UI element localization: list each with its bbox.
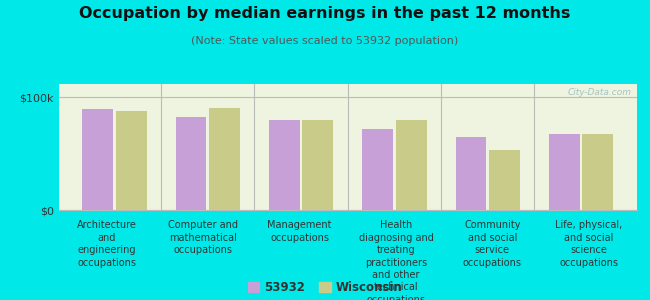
Text: City-Data.com: City-Data.com [567, 88, 631, 97]
Text: Community
and social
service
occupations: Community and social service occupations [463, 220, 522, 268]
Bar [209, 108, 240, 210]
Text: Management
occupations: Management occupations [267, 220, 332, 243]
Legend: 53932, Wisconsin: 53932, Wisconsin [248, 281, 402, 294]
Bar [116, 111, 147, 210]
Bar [269, 120, 300, 210]
Text: Computer and
mathematical
occupations: Computer and mathematical occupations [168, 220, 238, 255]
Text: Health
diagnosing and
treating
practitioners
and other
technical
occupations: Health diagnosing and treating practitio… [359, 220, 434, 300]
Text: Architecture
and
engineering
occupations: Architecture and engineering occupations [77, 220, 136, 268]
Text: (Note: State values scaled to 53932 population): (Note: State values scaled to 53932 popu… [191, 36, 459, 46]
Bar [489, 150, 520, 210]
Text: Life, physical,
and social
science
occupations: Life, physical, and social science occup… [555, 220, 623, 268]
Bar [456, 137, 486, 210]
Bar [396, 120, 426, 210]
Text: Occupation by median earnings in the past 12 months: Occupation by median earnings in the pas… [79, 6, 571, 21]
Bar [176, 117, 207, 210]
Bar [83, 109, 113, 210]
Bar [362, 129, 393, 210]
Bar [582, 134, 613, 210]
Bar [549, 134, 580, 210]
Bar [302, 120, 333, 210]
